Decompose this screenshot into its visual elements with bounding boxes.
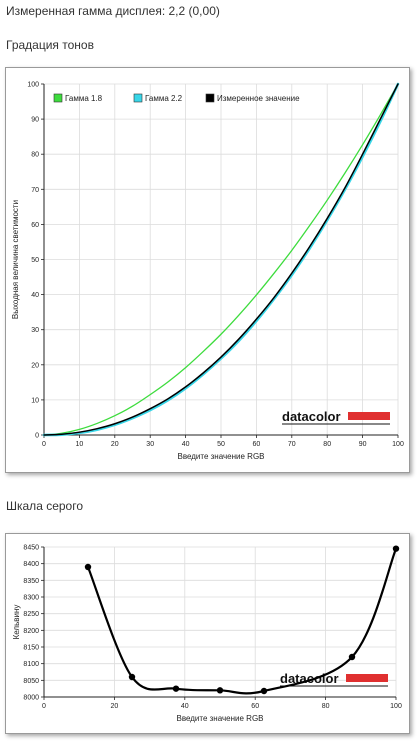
data-point xyxy=(260,687,268,695)
y-tick-label: 8450 xyxy=(23,545,39,552)
x-tick-label: 70 xyxy=(288,441,296,448)
y-tick-label: 8200 xyxy=(23,628,39,635)
data-point xyxy=(216,687,224,694)
y-tick-label: 8350 xyxy=(23,578,39,585)
x-axis-title: Введите значение RGB xyxy=(177,452,264,461)
grayscale-chart-panel: 0 20 40 60 80 100 8000 8050 8100 8150 8200 8250 8300… xyxy=(5,533,410,734)
x-tick-label: 10 xyxy=(76,441,84,448)
data-point xyxy=(84,563,92,571)
tone-chart-panel: 0 10 20 30 40 50 60 70 80 90 100 0 10 20 30 40 50 60 70 80 9… xyxy=(5,67,410,473)
plot-area xyxy=(44,547,396,697)
datacolor-logo-bar xyxy=(348,412,390,420)
y-tick-label: 40 xyxy=(31,292,39,299)
y-tick-label: 8100 xyxy=(23,661,39,668)
data-point xyxy=(128,673,136,681)
y-tick-label: 8300 xyxy=(23,595,39,602)
data-point xyxy=(348,653,356,661)
data-point xyxy=(392,545,400,552)
y-tick-label: 90 xyxy=(31,117,39,124)
datacolor-logo-bar xyxy=(346,674,388,682)
y-tick-label: 8250 xyxy=(23,611,39,618)
gray-section-title: Шкала серого xyxy=(6,499,84,513)
x-tick-label: 30 xyxy=(146,441,154,448)
x-tick-label: 60 xyxy=(251,703,259,710)
x-tick-label: 40 xyxy=(181,703,189,710)
x-tick-label: 90 xyxy=(359,441,367,448)
y-tick-label: 8400 xyxy=(23,561,39,568)
data-point xyxy=(172,685,180,692)
y-tick-label: 100 xyxy=(27,82,39,89)
y-tick-label: 10 xyxy=(31,397,39,404)
y-tick-label: 80 xyxy=(31,152,39,159)
x-tick-label: 80 xyxy=(323,441,331,448)
y-axis-title: Кельвину xyxy=(12,605,21,640)
y-tick-label: 8050 xyxy=(23,678,39,685)
y-axis-title: Выходная величина светимости xyxy=(11,200,20,319)
series-line-1 xyxy=(42,82,400,437)
legend-label-0: Гамма 1.8 xyxy=(65,94,103,103)
series-line-0 xyxy=(43,83,399,436)
x-tick-label: 20 xyxy=(111,703,119,710)
x-axis-title: Введите значение RGB xyxy=(176,714,263,723)
tone-section-title: Градация тонов xyxy=(6,38,94,52)
tone-curve-chart: 0 10 20 30 40 50 60 70 80 90 100 0 10 20 30 40 50 60 70 80 9… xyxy=(11,82,404,462)
x-tick-label: 0 xyxy=(42,703,46,710)
x-tick-label: 40 xyxy=(182,441,190,448)
datacolor-logo-text: datacolor xyxy=(282,409,341,424)
y-tick-label: 50 xyxy=(31,257,39,264)
measured-gamma-label: Измеренная гамма дисплея: 2,2 (0,00) xyxy=(6,4,220,18)
y-tick-label: 8150 xyxy=(23,645,39,652)
series-line-2 xyxy=(43,83,399,436)
legend-label-2: Измеренное значение xyxy=(217,94,300,103)
x-tick-label: 100 xyxy=(390,703,402,710)
y-tick-label: 8000 xyxy=(23,695,39,702)
y-tick-label: 20 xyxy=(31,362,39,369)
y-tick-label: 60 xyxy=(31,222,39,229)
legend-label-1: Гамма 2.2 xyxy=(145,94,183,103)
y-tick-label: 30 xyxy=(31,327,39,334)
x-tick-label: 100 xyxy=(392,441,404,448)
x-tick-label: 80 xyxy=(322,703,330,710)
x-tick-label: 60 xyxy=(253,441,261,448)
x-tick-label: 0 xyxy=(42,441,46,448)
y-tick-label: 0 xyxy=(35,433,39,440)
legend-swatch-0 xyxy=(53,93,63,103)
legend-swatch-2 xyxy=(205,93,215,103)
x-tick-label: 20 xyxy=(111,441,119,448)
x-tick-label: 50 xyxy=(217,441,225,448)
grayscale-chart: 0 20 40 60 80 100 8000 8050 8100 8150 8200 8250 8300… xyxy=(12,545,402,724)
legend-swatch-1 xyxy=(133,93,143,103)
y-tick-label: 70 xyxy=(31,187,39,194)
